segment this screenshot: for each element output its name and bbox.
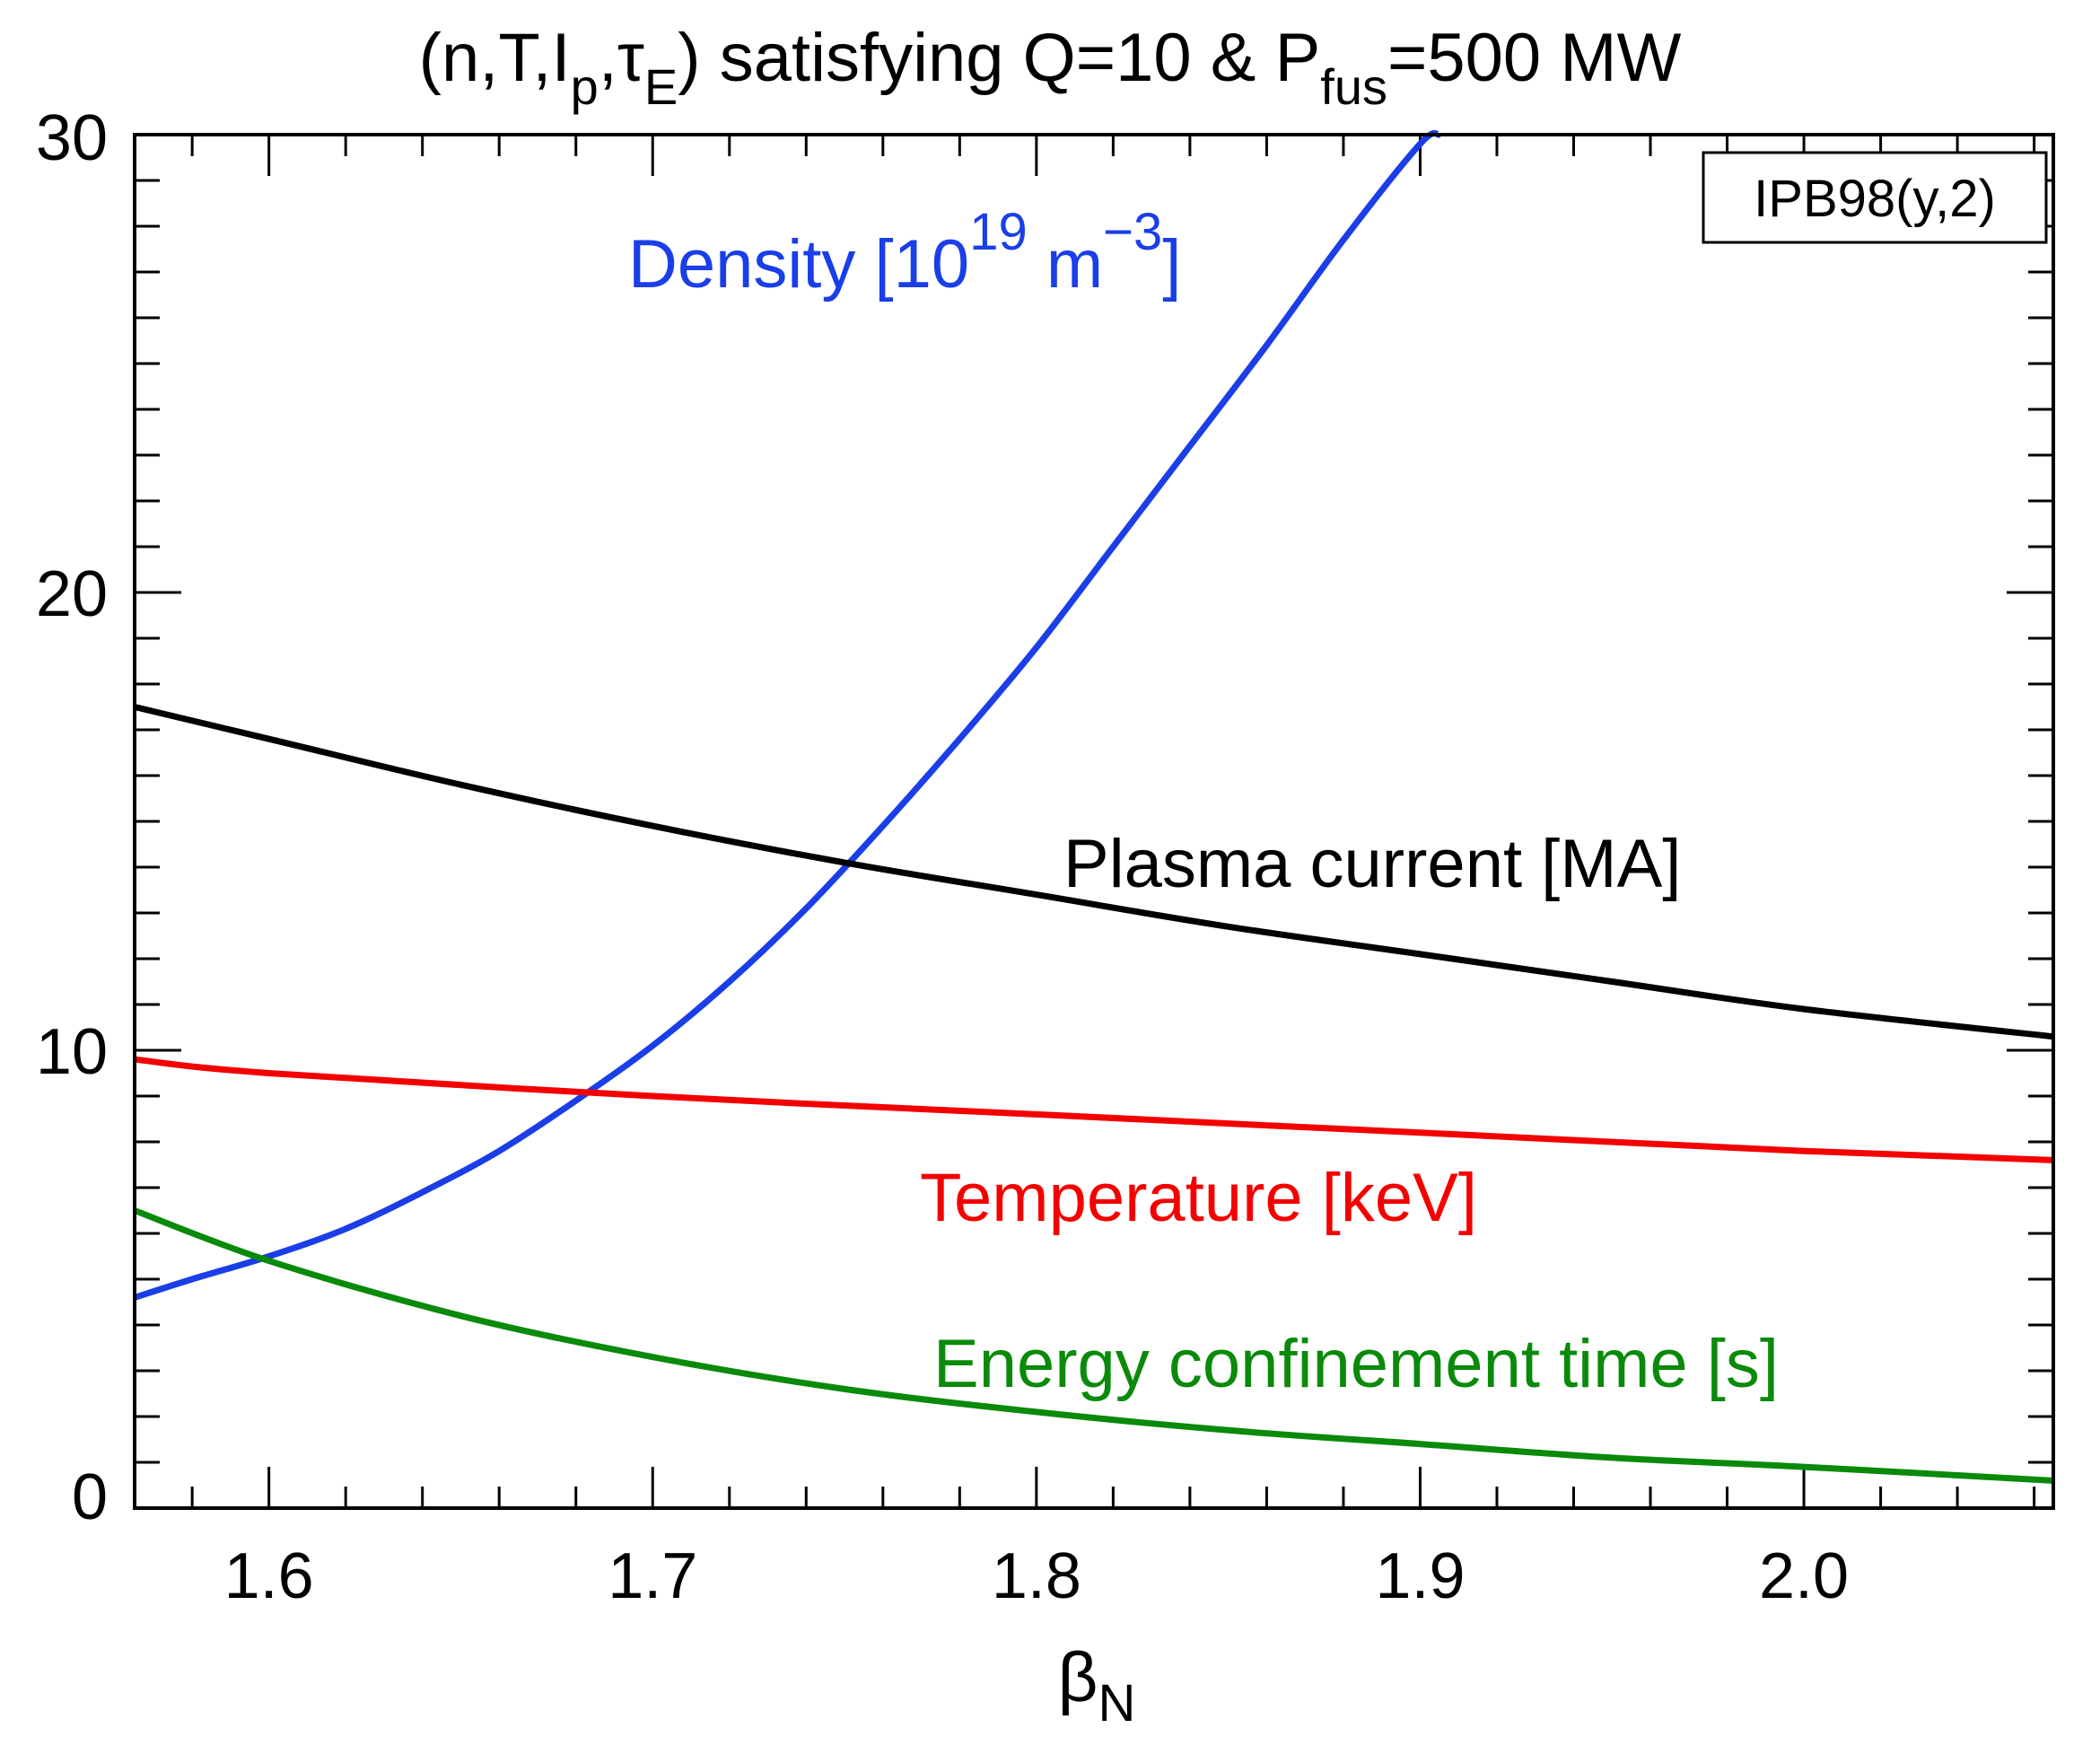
y-tick-label: 0 <box>72 1461 108 1533</box>
series-line-current <box>134 704 2054 1040</box>
x-tick-label: 1.6 <box>224 1540 314 1612</box>
axis-ticks <box>135 133 2053 1510</box>
x-tick-label: 1.7 <box>608 1540 697 1612</box>
x-tick-label: 2.0 <box>1759 1540 1849 1612</box>
series-label-temperature: Temperature [keV] <box>920 1160 1477 1236</box>
x-tick-label: 1.9 <box>1375 1540 1465 1612</box>
series-line-temperature <box>134 1056 2054 1163</box>
title-subscript-p: p <box>571 58 599 115</box>
model-annotation: IPB98(y,2) <box>1702 151 2048 244</box>
series-label-current: Plasma current [MA] <box>1063 826 1681 902</box>
axis-tick-labels: 1.6 1.7 1.8 1.9 2.0 0 10 20 30 <box>36 102 1849 1612</box>
series-label-confinement: Energy confinement time [s] <box>933 1326 1779 1402</box>
chart-title: (n,T,Ip,τE) satisfying Q=10 & Pfus=500 M… <box>419 20 1682 115</box>
y-tick-label: 20 <box>36 558 108 630</box>
series-lines <box>133 129 2054 1484</box>
plot-frame <box>133 133 2055 1510</box>
series-line-density <box>133 129 1441 1301</box>
series-line-confinement <box>133 1207 2054 1484</box>
y-tick-label: 30 <box>36 102 108 174</box>
annotation-box <box>1702 151 2048 244</box>
x-axis-label: βN <box>1058 1637 1136 1733</box>
series-label-density: Density [1019 m−3] <box>628 203 1181 303</box>
title-subscript-fus: fus <box>1320 58 1387 115</box>
x-tick-label: 1.8 <box>992 1540 1081 1612</box>
annotation-label: IPB98(y,2) <box>1754 170 1996 228</box>
title-subscript-e: E <box>644 58 678 115</box>
y-tick-label: 10 <box>36 1016 108 1088</box>
